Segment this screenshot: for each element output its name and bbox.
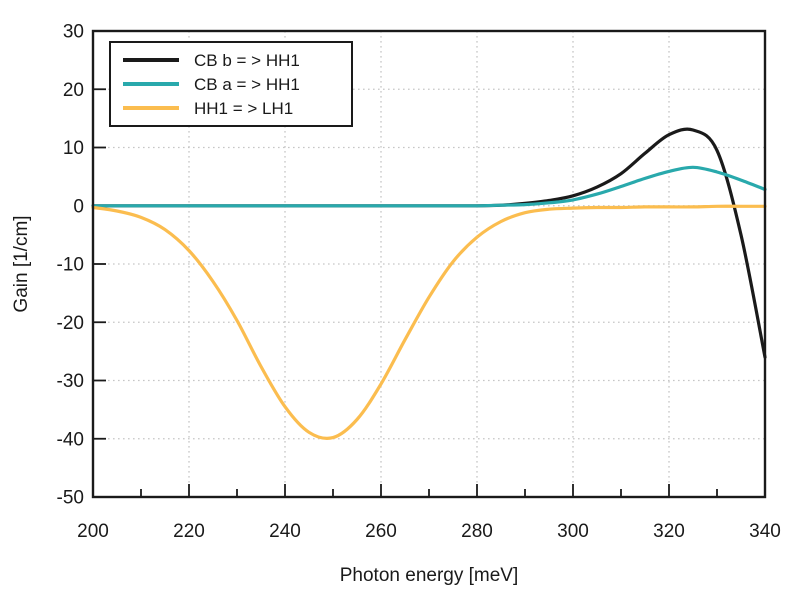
series-line-0 bbox=[91, 127, 767, 359]
legend-swatch-hh1 bbox=[123, 106, 179, 110]
legend-swatch-cb-a bbox=[123, 82, 179, 86]
x-tick-label: 220 bbox=[173, 521, 205, 542]
x-tick-label: 340 bbox=[749, 521, 781, 542]
legend-label-cb-a: CB a = > HH1 bbox=[194, 74, 300, 94]
x-tick-label: 300 bbox=[557, 521, 589, 542]
y-axis-label: Gain [1/cm] bbox=[11, 215, 32, 313]
x-tick-label: 280 bbox=[461, 521, 493, 542]
y-tick-label: 20 bbox=[63, 80, 84, 101]
x-tick-label: 200 bbox=[77, 521, 109, 542]
series-line-2 bbox=[91, 204, 767, 440]
y-tick-label: -20 bbox=[57, 313, 84, 334]
plot-frame bbox=[91, 29, 767, 499]
legend-swatch-cb-b bbox=[123, 58, 179, 62]
legend: CB b = > HH1 CB a = > HH1 HH1 = > LH1 bbox=[109, 41, 353, 127]
y-tick-label: -30 bbox=[57, 371, 84, 392]
x-tick-label: 320 bbox=[653, 521, 685, 542]
series-line-1 bbox=[91, 165, 767, 208]
y-tick-label: 0 bbox=[73, 196, 84, 217]
x-axis-label: Photon energy [meV] bbox=[339, 565, 519, 586]
x-tick-label: 260 bbox=[365, 521, 397, 542]
legend-item: HH1 = > LH1 bbox=[123, 100, 351, 117]
legend-label-hh1: HH1 = > LH1 bbox=[194, 98, 294, 118]
y-tick-label: -40 bbox=[57, 429, 84, 450]
legend-label-cb-b: CB b = > HH1 bbox=[194, 50, 300, 70]
y-tick-label: -10 bbox=[57, 255, 84, 276]
x-tick-label: 240 bbox=[269, 521, 301, 542]
y-tick-label: 30 bbox=[63, 22, 84, 43]
legend-item: CB a = > HH1 bbox=[123, 76, 351, 93]
legend-item: CB b = > HH1 bbox=[123, 52, 351, 69]
y-tick-label: -50 bbox=[57, 488, 84, 509]
y-tick-label: 10 bbox=[63, 138, 84, 159]
